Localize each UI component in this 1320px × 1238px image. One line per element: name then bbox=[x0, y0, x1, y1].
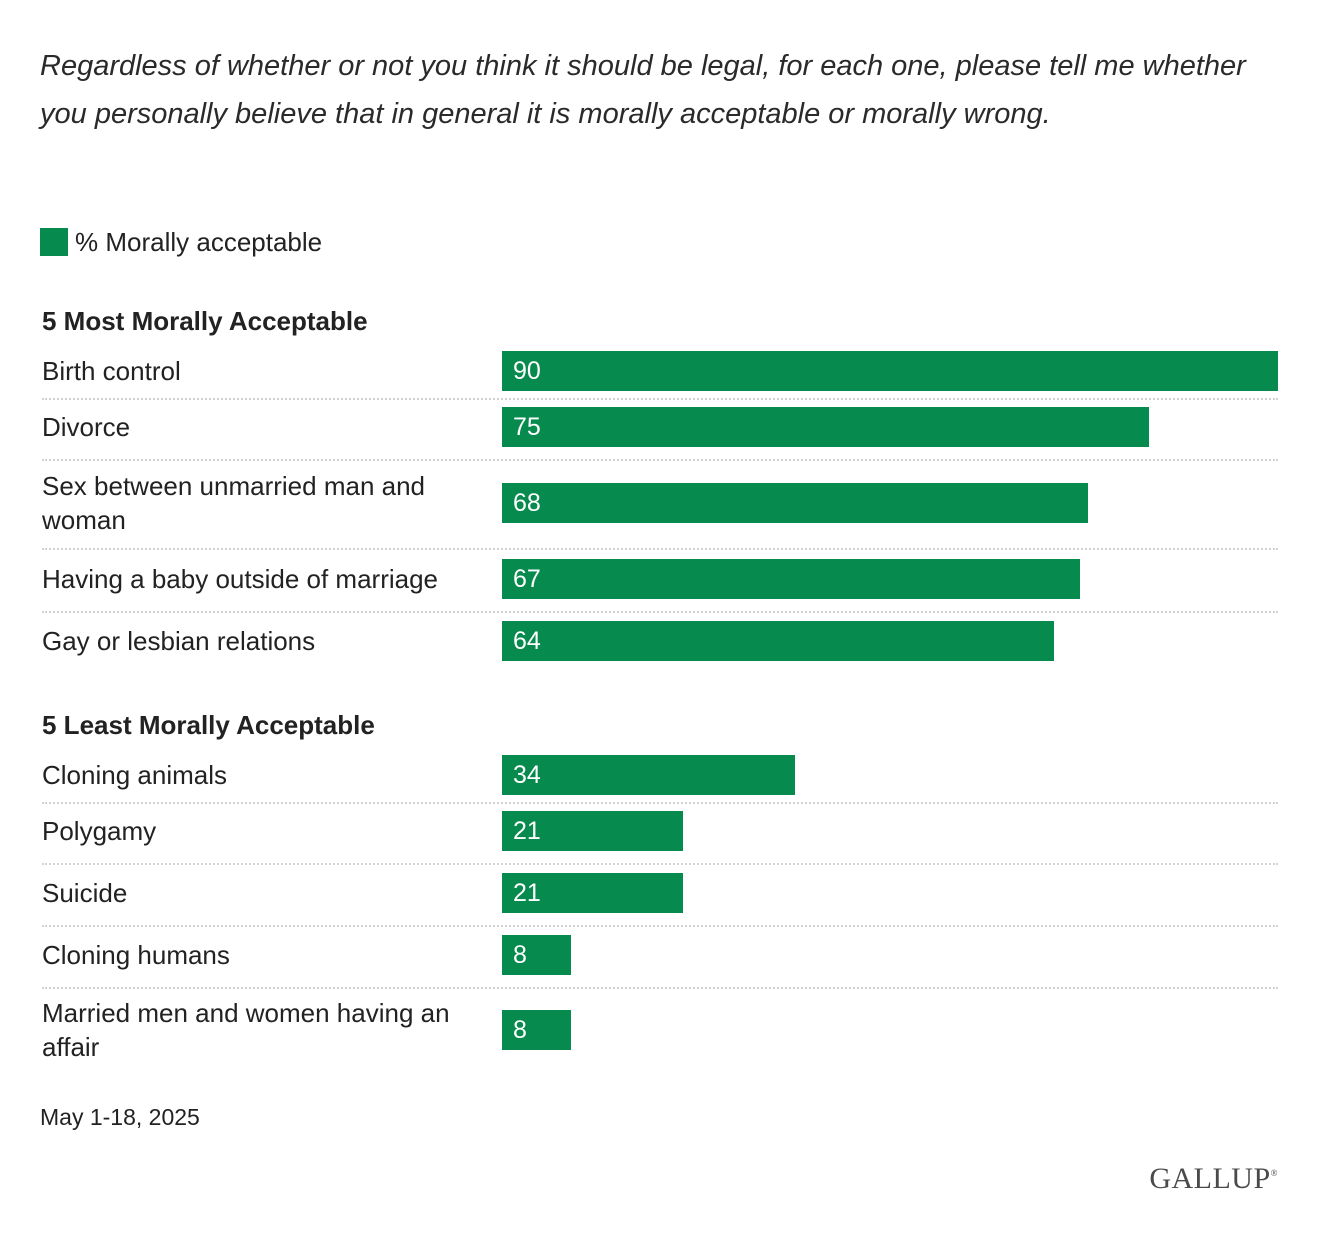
legend-swatch bbox=[40, 228, 68, 256]
category-label: Polygamy bbox=[42, 816, 157, 846]
legend: % Morally acceptable bbox=[40, 226, 322, 258]
bar-value-label: 67 bbox=[513, 565, 541, 593]
question-text: Regardless of whether or not you think i… bbox=[40, 50, 1246, 130]
bar: 75 bbox=[502, 407, 1149, 447]
bar-value-label: 75 bbox=[513, 413, 541, 441]
category-label: Having a baby outside of marriage bbox=[42, 564, 439, 594]
bar-row: Polygamy 21 bbox=[42, 801, 1278, 865]
bar-row: Divorce 75 bbox=[42, 397, 1278, 461]
bar-row: Birth control 90 bbox=[42, 346, 1278, 400]
bar-row: Cloning humans 8 bbox=[42, 925, 1278, 989]
logo-text: GALLUP bbox=[1149, 1162, 1271, 1195]
bar: 8 bbox=[502, 1010, 571, 1050]
bar-value-label: 68 bbox=[513, 489, 541, 517]
bar-row: Cloning animals 34 bbox=[42, 750, 1278, 804]
gallup-logo: GALLUP® bbox=[1149, 1162, 1278, 1195]
bar-value-label: 8 bbox=[513, 941, 527, 969]
bar-row: Suicide 21 bbox=[42, 863, 1278, 927]
bar-value-label: 21 bbox=[513, 879, 541, 907]
category-label: Sex between unmarried man and woman bbox=[42, 471, 426, 535]
bar: 90 bbox=[502, 351, 1278, 391]
bar: 8 bbox=[502, 935, 571, 975]
bar: 67 bbox=[502, 559, 1080, 599]
bar: 21 bbox=[502, 811, 683, 851]
date-footnote: May 1-18, 2025 bbox=[40, 1104, 200, 1130]
section-title-most: 5 Most Morally Acceptable bbox=[42, 306, 368, 336]
section-title-least: 5 Least Morally Acceptable bbox=[42, 710, 375, 740]
bar-value-label: 8 bbox=[513, 1016, 527, 1044]
category-label: Gay or lesbian relations bbox=[42, 626, 316, 656]
bar: 21 bbox=[502, 873, 683, 913]
bar-row: Gay or lesbian relations 64 bbox=[42, 611, 1278, 673]
bar-row: Married men and women having an affair 8 bbox=[42, 987, 1278, 1075]
bar: 64 bbox=[502, 621, 1054, 661]
category-label: Cloning humans bbox=[42, 940, 230, 970]
category-label: Divorce bbox=[42, 412, 131, 442]
bar-row: Having a baby outside of marriage 67 bbox=[42, 549, 1278, 613]
bar-value-label: 21 bbox=[513, 817, 541, 845]
legend-label: % Morally acceptable bbox=[75, 226, 323, 257]
bar-value-label: 90 bbox=[513, 357, 541, 385]
bar: 34 bbox=[502, 755, 795, 795]
bar-value-label: 64 bbox=[513, 627, 541, 655]
bar-row: Sex between unmarried man and woman 68 bbox=[42, 460, 1278, 550]
bar: 68 bbox=[502, 483, 1088, 523]
category-label: Cloning animals bbox=[42, 760, 227, 790]
bar-value-label: 34 bbox=[513, 761, 541, 789]
category-label: Suicide bbox=[42, 878, 128, 908]
category-label: Birth control bbox=[42, 356, 181, 386]
category-label: Married men and women having an affair bbox=[42, 998, 450, 1062]
